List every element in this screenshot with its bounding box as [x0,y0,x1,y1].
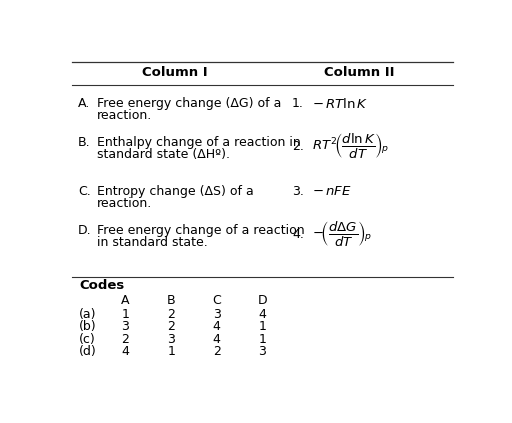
Text: 1: 1 [121,308,130,321]
Text: 3.: 3. [292,185,304,198]
Text: 1.: 1. [292,97,304,110]
Text: 2: 2 [167,321,175,333]
Text: (b): (b) [79,321,97,333]
Text: 2: 2 [121,333,130,346]
Text: 2: 2 [213,345,221,358]
Text: 4: 4 [213,321,221,333]
Text: 4: 4 [121,345,130,358]
Text: $-\,nFE$: $-\,nFE$ [312,185,352,198]
Text: B: B [167,294,176,308]
Text: standard state (ΔHº).: standard state (ΔHº). [97,148,229,161]
Text: B.: B. [78,136,91,149]
Text: Free energy change of a reaction: Free energy change of a reaction [97,224,304,237]
Text: 4.: 4. [292,228,304,241]
Text: Enthalpy change of a reaction in: Enthalpy change of a reaction in [97,136,300,149]
Text: 2: 2 [167,308,175,321]
Text: 1: 1 [259,333,266,346]
Text: $-\!\left(\dfrac{d\Delta G}{dT}\right)_{\!p}$: $-\!\left(\dfrac{d\Delta G}{dT}\right)_{… [312,219,372,247]
Text: 3: 3 [167,333,175,346]
Text: Entropy change (ΔS) of a: Entropy change (ΔS) of a [97,185,253,198]
Text: $-\,RT\ln K$: $-\,RT\ln K$ [312,96,368,110]
Text: $RT^{2}\!\left(\dfrac{d\ln K}{dT}\right)_{\!p}$: $RT^{2}\!\left(\dfrac{d\ln K}{dT}\right)… [312,131,389,160]
Text: (d): (d) [79,345,97,358]
Text: C: C [212,294,221,308]
Text: C.: C. [78,185,91,198]
Text: 2.: 2. [292,140,304,153]
Text: reaction.: reaction. [97,109,152,122]
Text: 3: 3 [213,308,221,321]
Text: A: A [121,294,130,308]
Text: 4: 4 [213,333,221,346]
Text: Column II: Column II [325,66,395,80]
Text: 4: 4 [259,308,266,321]
Text: 1: 1 [259,321,266,333]
Text: reaction.: reaction. [97,197,152,210]
Text: 3: 3 [259,345,266,358]
Text: D: D [258,294,267,308]
Text: Codes: Codes [79,280,124,292]
Text: A.: A. [78,97,90,110]
Text: in standard state.: in standard state. [97,236,207,249]
Text: 1: 1 [167,345,175,358]
Text: (a): (a) [79,308,97,321]
Text: (c): (c) [79,333,96,346]
Text: Free energy change (ΔG) of a: Free energy change (ΔG) of a [97,97,281,110]
Text: Column I: Column I [142,66,208,80]
Text: 3: 3 [121,321,130,333]
Text: D.: D. [78,224,92,237]
